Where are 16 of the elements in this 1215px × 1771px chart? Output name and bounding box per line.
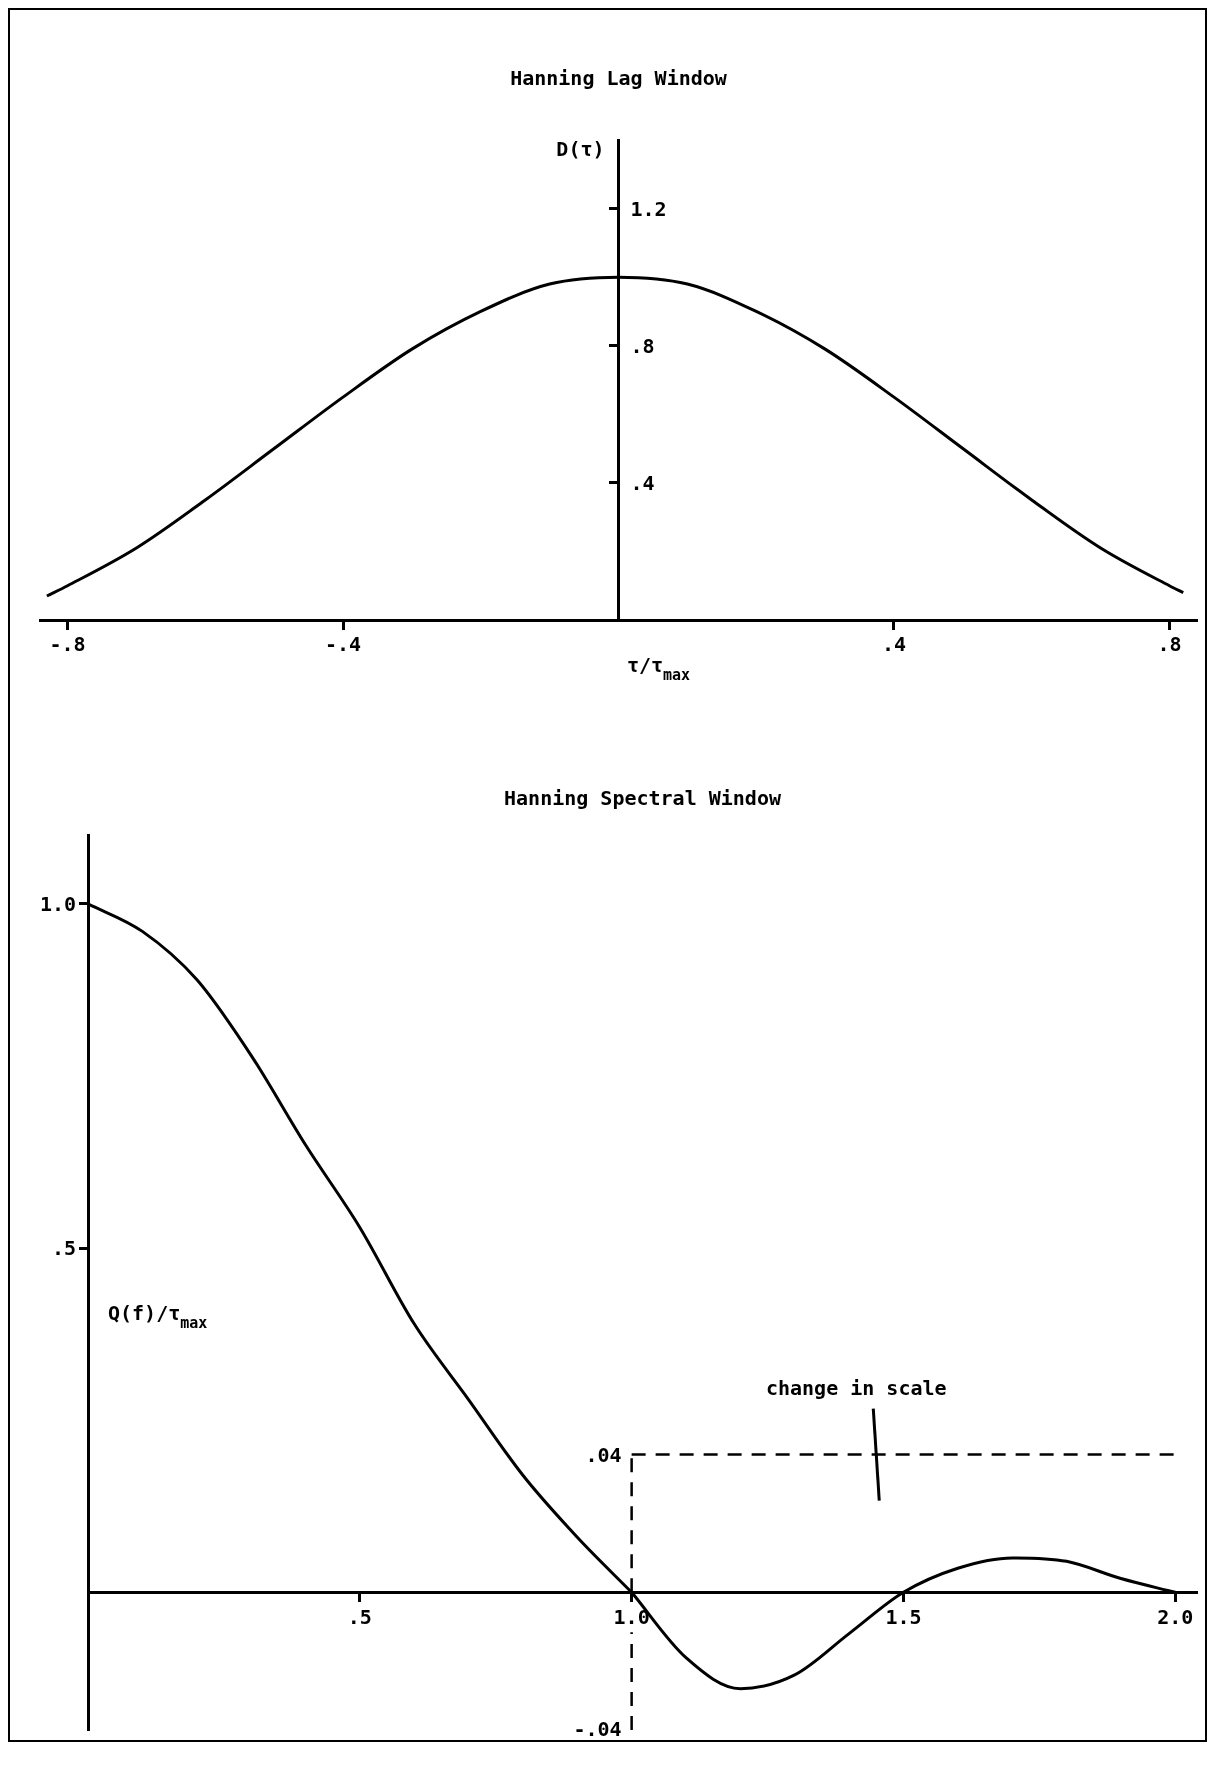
ref-line-label: change in scale xyxy=(765,1375,947,1400)
x-tick-label: -.4 xyxy=(324,632,362,657)
x-tick-label: 1.5 xyxy=(885,1604,922,1629)
x-tick-label: .8 xyxy=(1157,632,1182,657)
y-axis-title: D(τ) xyxy=(556,137,605,161)
y-tick-label: .8 xyxy=(630,333,655,358)
x-tick-label: 2.0 xyxy=(1157,1604,1194,1629)
x-tick-label: -.8 xyxy=(49,632,86,657)
x-tick-label: .4 xyxy=(881,632,907,657)
chart-title: Hanning Spectral Window xyxy=(504,786,782,810)
y-tick-label: 1.2 xyxy=(630,196,667,221)
y2-tick-label: -.04 xyxy=(573,1717,622,1741)
chart-title: Hanning Lag Window xyxy=(510,66,728,90)
y2-tick-label: .04 xyxy=(585,1442,622,1467)
y-tick-label: .4 xyxy=(630,470,655,495)
x-tick-label: .5 xyxy=(347,1604,372,1629)
